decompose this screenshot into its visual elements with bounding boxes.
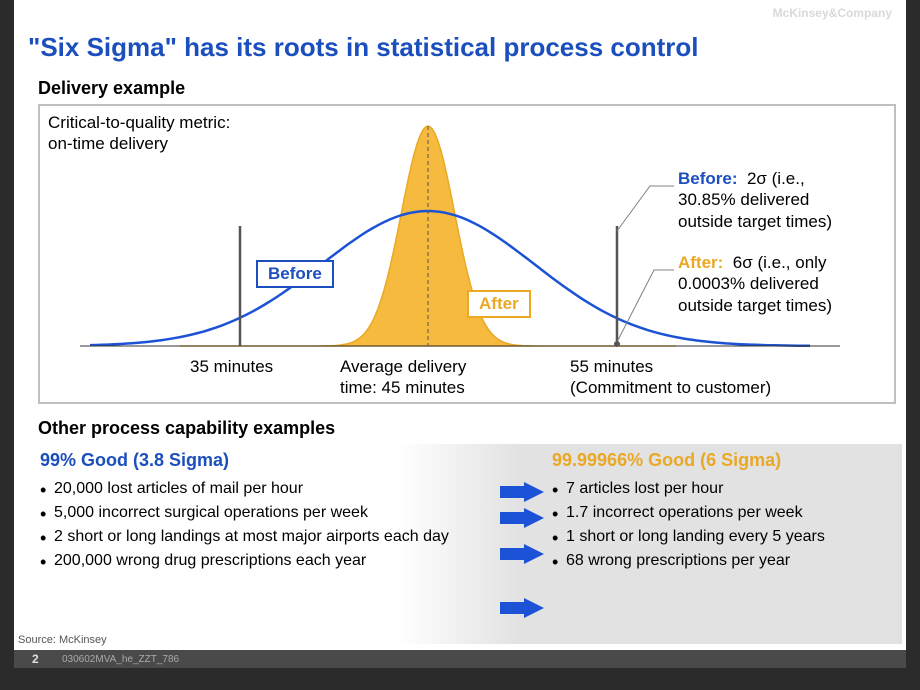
list-6sigma: 7 articles lost per hour 1.7 incorrect op…: [552, 479, 892, 571]
watermark: McKinsey&Company: [773, 6, 892, 20]
header-6sigma: 99.99966% Good (6 Sigma): [552, 450, 892, 471]
page-number: 2: [32, 652, 39, 666]
callout-after-label: After:: [678, 253, 723, 272]
list-38sigma: 20,000 lost articles of mail per hour 5,0…: [40, 479, 490, 571]
callout-after-t3: outside target times): [678, 296, 832, 315]
capability-heading: Other process capability examples: [38, 418, 335, 439]
xlabel-55-l1: 55 minutes: [570, 357, 653, 376]
list-item: 20,000 lost articles of mail per hour: [40, 479, 490, 499]
after-label: After: [467, 290, 531, 318]
list-item: 7 articles lost per hour: [552, 479, 892, 499]
list-item: 2 short or long landings at most major a…: [40, 527, 490, 547]
callout-after-t2: 0.0003% delivered: [678, 274, 819, 293]
slide-title: "Six Sigma" has its roots in statistical…: [28, 32, 699, 63]
list-item: 68 wrong prescriptions per year: [552, 551, 892, 571]
xlabel-35: 35 minutes: [190, 356, 273, 377]
column-38sigma: 99% Good (3.8 Sigma) 20,000 lost article…: [40, 450, 490, 575]
callout-before-t1: 2σ (i.e.,: [747, 169, 805, 188]
arrow-icon: [500, 482, 544, 502]
source-text: Source: McKinsey: [18, 634, 107, 646]
xlabel-55-l2: (Commitment to customer): [570, 378, 771, 397]
list-item: 200,000 wrong drug prescriptions each ye…: [40, 551, 490, 571]
xlabel-55: 55 minutes (Commitment to customer): [570, 356, 771, 399]
callout-before: Before: 2σ (i.e., 30.85% delivered outsi…: [678, 168, 888, 232]
delivery-chart-box: Critical-to-quality metric: on-time deli…: [38, 104, 896, 404]
list-item: 1 short or long landing every 5 years: [552, 527, 892, 547]
callout-after: After: 6σ (i.e., only 0.0003% delivered …: [678, 252, 888, 316]
xlabel-center-l1: Average delivery: [340, 357, 466, 376]
list-item: 1.7 incorrect operations per week: [552, 503, 892, 523]
column-6sigma: 99.99966% Good (6 Sigma) 7 articles lost…: [552, 450, 892, 575]
xlabel-center: Average delivery time: 45 minutes: [340, 356, 466, 399]
before-label: Before: [256, 260, 334, 288]
arrow-icon: [500, 598, 544, 618]
slide: McKinsey&Company "Six Sigma" has its roo…: [14, 0, 906, 668]
arrow-icon: [500, 508, 544, 528]
callout-before-label: Before:: [678, 169, 738, 188]
xlabel-center-l2: time: 45 minutes: [340, 378, 465, 397]
slide-footer: 2 030602MVA_he_ZZT_786: [14, 650, 906, 668]
header-38sigma: 99% Good (3.8 Sigma): [40, 450, 490, 471]
callout-before-t2: 30.85% delivered: [678, 190, 809, 209]
arrow-icon: [500, 544, 544, 564]
delivery-heading: Delivery example: [38, 78, 185, 99]
callout-before-t3: outside target times): [678, 212, 832, 231]
callout-after-t1: 6σ (i.e., only: [733, 253, 827, 272]
doc-code: 030602MVA_he_ZZT_786: [62, 654, 179, 665]
list-item: 5,000 incorrect surgical operations per …: [40, 503, 490, 523]
capability-table: 99% Good (3.8 Sigma) 20,000 lost article…: [32, 444, 902, 644]
